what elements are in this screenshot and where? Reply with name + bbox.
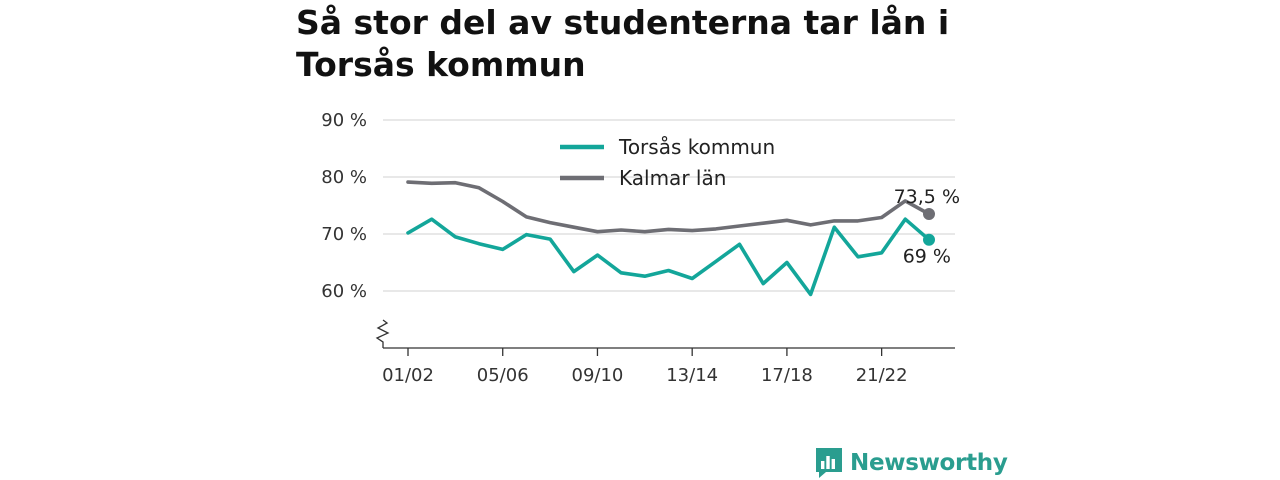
legend: Torsås kommun Kalmar län (560, 135, 775, 190)
legend-label: Torsås kommun (618, 135, 775, 159)
series-end-point (923, 208, 935, 221)
legend-label: Kalmar län (619, 166, 726, 190)
series-end-point (923, 233, 935, 246)
brand-logo: Newsworthy (814, 446, 1008, 480)
x-tick-label: 01/02 (382, 365, 434, 386)
series-lines (406, 180, 935, 297)
axes: 90 % 80 % 70 % 60 % 01/02 05/06 09/10 13/14 17/1… (321, 110, 955, 386)
grid-lines (383, 119, 955, 292)
x-tick-label: 21/22 (856, 365, 908, 386)
y-tick-label: 70 % (321, 224, 367, 245)
x-tick-label: 05/06 (477, 365, 529, 386)
chart-title: Så stor del av studenterna tar lån i Tor… (296, 3, 950, 84)
end-value-label: 73,5 % (894, 186, 960, 208)
y-tick-label: 90 % (321, 110, 367, 131)
x-tick-label: 13/14 (666, 365, 718, 386)
y-tick-label: 60 % (321, 281, 367, 302)
x-tick-label: 09/10 (572, 365, 624, 386)
bar-chart-logo-icon (816, 448, 842, 478)
end-value-label: 69 % (903, 246, 951, 268)
series-line (406, 180, 931, 234)
y-tick-label: 80 % (321, 167, 367, 188)
y-axis-break (375, 319, 390, 348)
end-labels: 73,5 % 69 % (894, 186, 960, 268)
series-line (406, 217, 931, 297)
brand-name: Newsworthy (850, 450, 1008, 476)
x-tick-label: 17/18 (761, 365, 813, 386)
